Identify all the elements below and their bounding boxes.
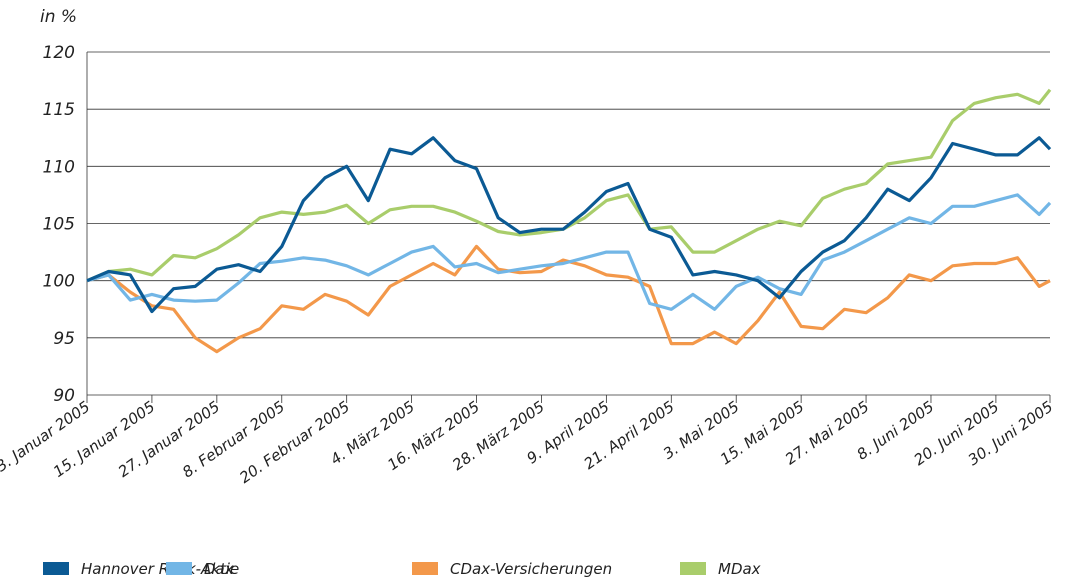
y-tick-label: 120 [43,43,75,63]
y-axis-label: in % [40,7,77,27]
legend-label: Hannover Rück-Aktie [81,560,239,578]
legend-swatch [43,562,69,575]
y-tick-label: 105 [43,215,75,235]
legend-item: MDax [680,560,761,578]
x-tick-label: 20. Februar 2005 [236,398,353,487]
legend-swatch [680,562,706,575]
y-tick-label: 90 [53,386,75,406]
series-line [86,88,1052,283]
series-line [86,136,1052,314]
y-tick-label: 115 [43,100,75,120]
legend-label: Dax [204,560,234,578]
y-tick-label: 110 [43,157,75,177]
legend-item: Hannover Rück-Aktie [43,560,239,578]
y-tick-label: 95 [53,329,75,349]
legend-swatch [412,562,438,575]
y-tick-label: 100 [43,272,75,292]
series-line [86,193,1052,311]
series-line [86,244,1051,354]
legend-item: CDax-Versicherungen [412,560,612,578]
legend-swatch [166,562,192,575]
legend-label: MDax [718,560,761,578]
legend-item: Dax [166,560,234,578]
legend-label: CDax-Versicherungen [450,560,612,578]
